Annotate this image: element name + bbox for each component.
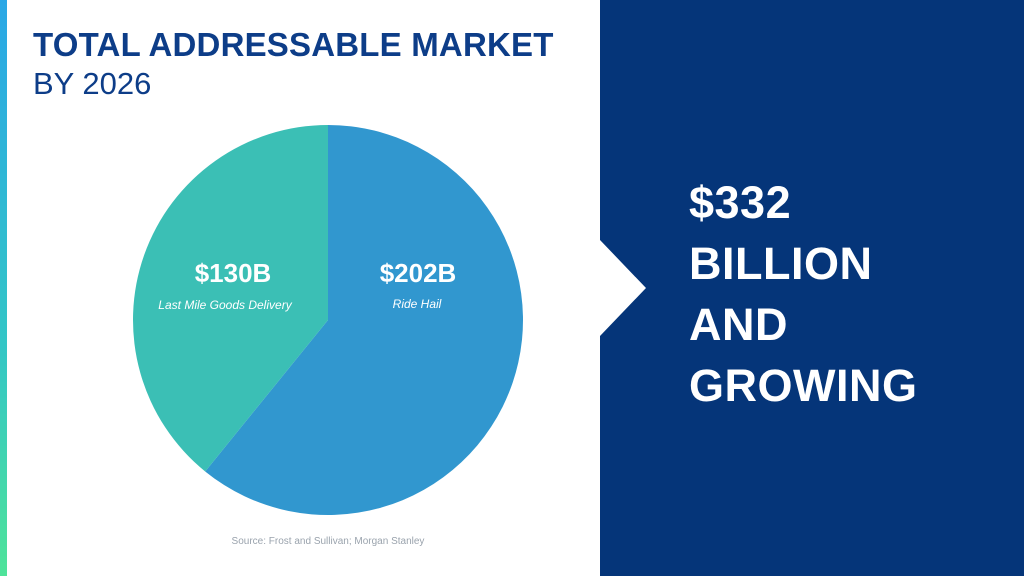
panel-arrow-notch	[600, 240, 646, 336]
page-title: TOTAL ADDRESSABLE MARKET	[33, 26, 554, 63]
slice-value-label-last-mile: $130B	[194, 258, 272, 288]
headline-line: $332	[689, 177, 792, 228]
page-subtitle: BY 2026	[33, 66, 152, 101]
headline-line: GROWING	[689, 360, 918, 411]
summary-panel	[600, 0, 1024, 576]
headline-line: BILLION	[689, 238, 873, 289]
slice-value-label-ride-hail: $202B	[379, 258, 457, 288]
slice-name-label-last-mile: Last Mile Goods Delivery	[158, 298, 292, 312]
source-note: Source: Frost and Sullivan; Morgan Stanl…	[231, 536, 425, 547]
slice-name-label-ride-hail: Ride Hail	[392, 297, 442, 311]
pie-slice-ride-hail	[205, 125, 523, 515]
accent-bar	[0, 0, 7, 576]
headline-line: AND	[689, 299, 788, 350]
pie-slice-last-mile-goods-delivery	[133, 125, 328, 472]
headline: $332 BILLION AND GROWING	[689, 172, 1009, 416]
pie-chart	[133, 125, 523, 515]
